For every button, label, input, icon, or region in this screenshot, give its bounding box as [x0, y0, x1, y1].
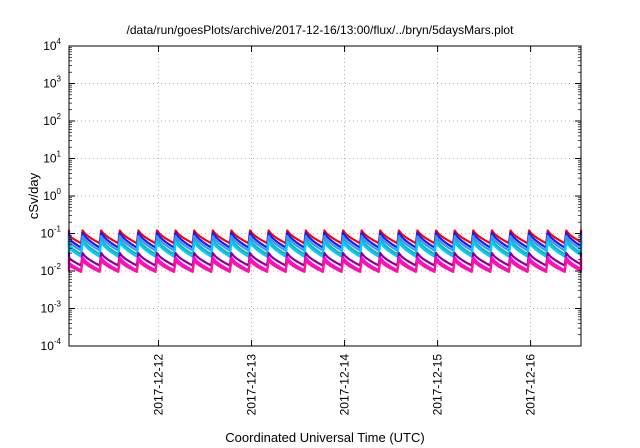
x-axis-ticks: 2017-12-12 2017-12-13 2017-12-14 2017-12-15… [152, 46, 538, 415]
series-line-5 [67, 240, 583, 258]
y-tick-label: 104 [43, 37, 61, 53]
y-tick-label: 102 [43, 112, 61, 128]
series-line-2 [67, 231, 583, 249]
series-line-6 [67, 252, 583, 267]
y-axis-label: cSv/day [26, 172, 41, 219]
series-layer [67, 229, 583, 273]
y-tick-label: 10-3 [41, 300, 62, 316]
x-axis-label: Coordinated Universal Time (UTC) [225, 430, 424, 445]
series-line-8 [67, 259, 583, 273]
series-line-7 [67, 256, 583, 272]
y-tick-label: 10-2 [41, 262, 62, 278]
x-tick-label: 2017-12-14 [338, 354, 352, 416]
y-tick-label: 10-1 [41, 225, 62, 241]
x-tick-label: 2017-12-13 [245, 354, 259, 416]
series-line-1 [67, 229, 583, 245]
y-tick-label: 103 [43, 75, 61, 91]
x-tick-label: 2017-12-12 [152, 354, 166, 416]
y-tick-label: 101 [43, 150, 61, 166]
y-tick-label: 10-4 [41, 337, 62, 353]
y-tick-label: 100 [43, 187, 61, 203]
x-tick-label: 2017-12-16 [524, 354, 538, 416]
x-tick-label: 2017-12-15 [431, 354, 445, 416]
y-axis-ticks: 10-4 10-3 10-2 10-1 100 101 102 103 104 [41, 37, 581, 353]
chart-title: /data/run/goesPlots/archive/2017-12-16/1… [127, 23, 515, 37]
series-line-4 [67, 235, 583, 252]
grid [69, 46, 581, 346]
